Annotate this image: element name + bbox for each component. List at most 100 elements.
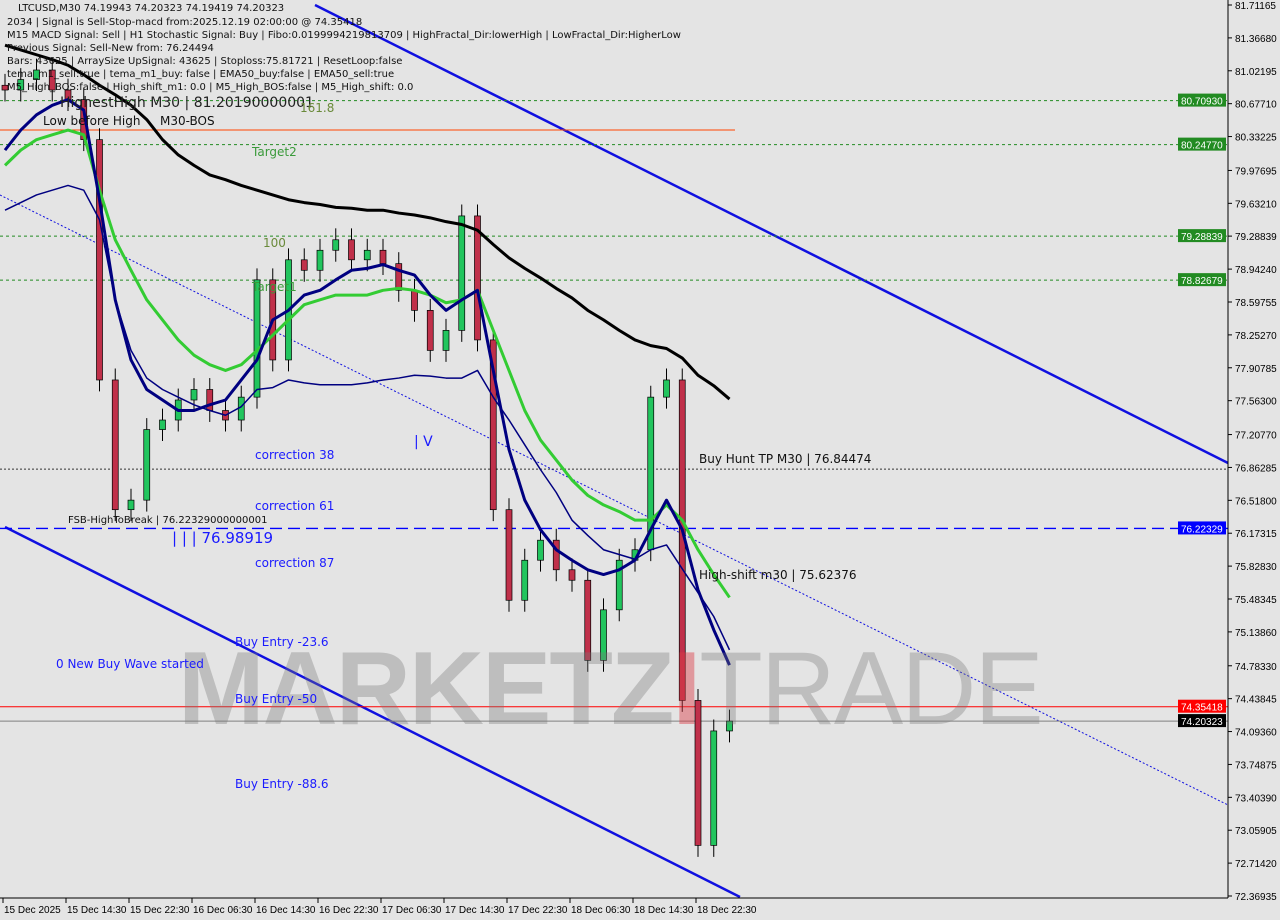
fib-100-label: 100 xyxy=(263,236,286,250)
price-tick-label: 77.90785 xyxy=(1235,364,1277,375)
time-tick-label: 16 Dec 22:30 xyxy=(319,905,379,916)
candle-body xyxy=(332,239,340,251)
new-buy-wave-label: 0 New Buy Wave started xyxy=(56,657,204,671)
time-tick-label: 15 Dec 22:30 xyxy=(130,905,190,916)
price-tick-label: 79.28839 xyxy=(1235,232,1277,243)
candle-body xyxy=(458,215,466,331)
candle-body xyxy=(127,499,135,511)
price-label-bg xyxy=(1178,93,1226,107)
info-line: Previous Signal: Sell-New from: 76.24494 xyxy=(7,43,214,54)
price-tick-label: 73.74875 xyxy=(1235,760,1277,771)
candle-body xyxy=(474,215,481,341)
correction-38-label: correction 38 xyxy=(255,448,335,462)
price-label-bg xyxy=(1178,273,1226,287)
price-tick-label: 77.56300 xyxy=(1235,397,1277,408)
candle-body xyxy=(426,309,434,351)
candle-body xyxy=(33,69,40,80)
candle-body xyxy=(253,279,261,398)
price-tick-label: 81.36680 xyxy=(1235,34,1277,45)
target2-label: Target2 xyxy=(252,145,297,159)
level-price-label: 74.35418 xyxy=(1181,703,1223,714)
level-value-label: | | | 76.98919 xyxy=(172,529,274,547)
price-tick-label: 75.13860 xyxy=(1235,628,1277,639)
ma-black-line xyxy=(4,43,731,401)
price-tick-label: 79.97695 xyxy=(1235,166,1277,177)
price-label-bg xyxy=(1178,521,1226,535)
candle-body xyxy=(111,379,119,511)
candle-body xyxy=(411,289,418,311)
candle-body xyxy=(710,730,718,846)
candle-body xyxy=(190,389,198,401)
target1-label: Target1 xyxy=(252,280,297,294)
price-tick-label: 73.40390 xyxy=(1235,793,1277,804)
price-tick-label: 74.43845 xyxy=(1235,695,1277,706)
fib-161-label: 161.8 xyxy=(300,101,335,115)
candle-body xyxy=(206,389,214,411)
candle-body xyxy=(615,559,623,611)
candle-body xyxy=(300,259,308,271)
candle-body xyxy=(348,239,355,261)
price-tick-label: 81.02195 xyxy=(1235,67,1277,78)
price-tick-label: 74.78330 xyxy=(1235,662,1277,673)
correction-87-label: correction 87 xyxy=(255,556,335,570)
lower-channel-line xyxy=(4,525,741,899)
candle-body xyxy=(537,539,544,561)
candle-body xyxy=(395,263,403,291)
candle-body xyxy=(489,339,497,511)
mid-trend-line xyxy=(0,194,1229,806)
time-tick-label: 17 Dec 22:30 xyxy=(508,905,568,916)
price-tick-label: 78.94240 xyxy=(1235,265,1277,276)
time-tick-label: 15 Dec 14:30 xyxy=(67,905,127,916)
candle-body xyxy=(505,509,513,601)
price-tick-label: 72.71420 xyxy=(1235,859,1277,870)
price-tick-label: 81.71165 xyxy=(1235,1,1276,12)
candle-body xyxy=(568,569,576,581)
candle-body xyxy=(379,249,387,264)
time-tick-label: 18 Dec 14:30 xyxy=(634,905,694,916)
time-tick-label: 17 Dec 06:30 xyxy=(382,905,442,916)
info-line: tema_m1_sell:true | tema_m1_buy: false |… xyxy=(7,69,395,80)
candle-body xyxy=(442,330,450,351)
candle-body xyxy=(363,249,371,261)
candle-body xyxy=(17,79,25,91)
price-tick-label: 76.86285 xyxy=(1235,463,1277,474)
price-tick-label: 75.48345 xyxy=(1235,595,1277,606)
candle-body xyxy=(159,419,166,430)
time-axis-bg xyxy=(0,898,1280,920)
wave-marks: | V xyxy=(414,434,433,450)
candle-body xyxy=(96,139,103,381)
candle-body xyxy=(48,69,56,91)
level-price-label: 74.20323 xyxy=(1181,717,1223,728)
price-tick-label: 80.33225 xyxy=(1235,133,1277,144)
price-tick-label: 75.82830 xyxy=(1235,562,1277,573)
time-tick-label: 15 Dec 2025 xyxy=(4,905,61,916)
price-axis-bg xyxy=(1228,0,1280,920)
buy-entry-236-label: Buy Entry -23.6 xyxy=(235,635,329,649)
candle-body xyxy=(316,249,324,271)
symbol-line: LTCUSD,M30 74.19943 74.20323 74.19419 74… xyxy=(18,3,285,14)
ma-navy-thick-line xyxy=(3,98,731,666)
candle-body xyxy=(663,379,670,398)
price-tick-label: 74.09360 xyxy=(1235,728,1277,739)
candle-body xyxy=(552,539,560,571)
price-tick-label: 80.67710 xyxy=(1235,100,1277,111)
time-tick-label: 17 Dec 14:30 xyxy=(445,905,505,916)
time-tick-label: 18 Dec 06:30 xyxy=(571,905,631,916)
candle-body xyxy=(521,559,529,601)
m30-bos-label: M30-BOS xyxy=(160,114,215,128)
time-tick-label: 16 Dec 06:30 xyxy=(193,905,253,916)
ma-navy-thin-line xyxy=(4,184,731,651)
highest-high-label: HighestHigh M30 | 81.20190000001 xyxy=(60,95,314,111)
price-tick-label: 77.20770 xyxy=(1235,431,1277,442)
price-tick-label: 76.17315 xyxy=(1235,529,1277,540)
correction-61-label: correction 61 xyxy=(255,499,335,513)
price-label-bg xyxy=(1178,699,1226,713)
time-tick-label: 16 Dec 14:30 xyxy=(256,905,316,916)
time-tick-label: 18 Dec 22:30 xyxy=(697,905,757,916)
info-line: M15 MACD Signal: Sell | H1 Stochastic Si… xyxy=(7,30,681,41)
high-shift-label: High-shift m30 | 75.62376 xyxy=(699,568,857,582)
candle-body xyxy=(694,700,702,846)
candle-body xyxy=(143,429,151,501)
price-tick-label: 72.36935 xyxy=(1235,892,1277,903)
